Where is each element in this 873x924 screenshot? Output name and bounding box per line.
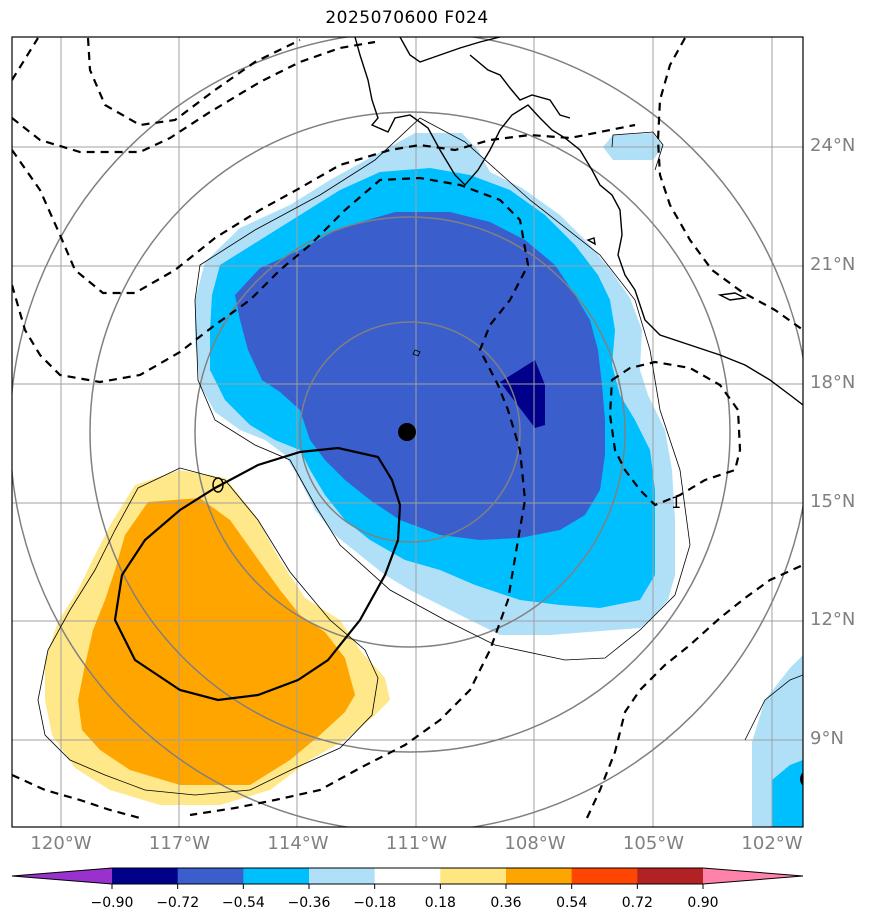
latitude-label: 15°N xyxy=(810,490,856,512)
colorbar-tick-label: −0.18 xyxy=(353,895,397,911)
colorbar-extend-low xyxy=(12,868,112,884)
colorbar-tick-label: 0.90 xyxy=(687,895,719,911)
latitude-label: 24°N xyxy=(810,135,856,156)
colorbar-tick-label: 0.54 xyxy=(556,895,588,911)
longitude-label: 102°W xyxy=(741,833,803,854)
longitude-label: 108°W xyxy=(504,833,566,854)
colorbar-segment xyxy=(440,868,507,884)
colorbar-segment xyxy=(112,868,179,884)
colorbar-extend-high xyxy=(703,868,803,884)
colorbar-tick-label: −0.72 xyxy=(156,895,200,911)
colorbar-segment xyxy=(637,868,704,884)
colorbar-segment xyxy=(243,868,310,884)
colorbar-tick-label: 0.18 xyxy=(424,895,456,911)
colorbar-segment xyxy=(571,868,638,884)
longitude-label: 114°W xyxy=(267,833,329,854)
shaded-field xyxy=(45,133,803,827)
longitude-label: 120°W xyxy=(30,833,92,854)
map-title: 2025070600 F024 xyxy=(325,8,489,28)
map-frame xyxy=(11,36,804,828)
colorbar-tick-label: −0.90 xyxy=(90,895,134,911)
colorbar-segment xyxy=(177,868,244,884)
storm-center-marker xyxy=(398,423,416,441)
colorbar-tick-label: 0.36 xyxy=(490,895,522,911)
solid-contour-small xyxy=(212,477,224,493)
colorbar-segment xyxy=(506,868,573,884)
latitude-label: 9°N xyxy=(810,728,844,749)
solid-contour xyxy=(113,446,402,702)
thin-contours xyxy=(37,117,803,796)
colorbar-tick-label: −0.54 xyxy=(221,895,265,911)
positive-anomaly-mid xyxy=(78,498,355,785)
colorbar xyxy=(11,867,804,889)
longitude-label: 117°W xyxy=(148,833,211,854)
edge-marker xyxy=(800,772,803,786)
contour-label: 1 xyxy=(671,493,681,512)
dashed-contours xyxy=(12,37,803,820)
colorbar-tick-label: −0.36 xyxy=(287,895,331,911)
colorbar-segment xyxy=(309,868,376,884)
longitude-label: 111°W xyxy=(385,833,448,854)
latitude-label: 18°N xyxy=(810,372,856,394)
latitude-label: 12°N xyxy=(810,609,856,631)
longitude-label: 105°W xyxy=(622,833,685,854)
colorbar-segment xyxy=(374,868,441,884)
negative-anomaly-edge-mid xyxy=(772,760,803,827)
negative-anomaly-strong xyxy=(235,212,605,540)
colorbar-tick-label: 0.72 xyxy=(621,895,653,911)
coastline xyxy=(354,37,803,406)
range-rings xyxy=(12,37,803,827)
latitude-label: 21°N xyxy=(810,253,856,275)
